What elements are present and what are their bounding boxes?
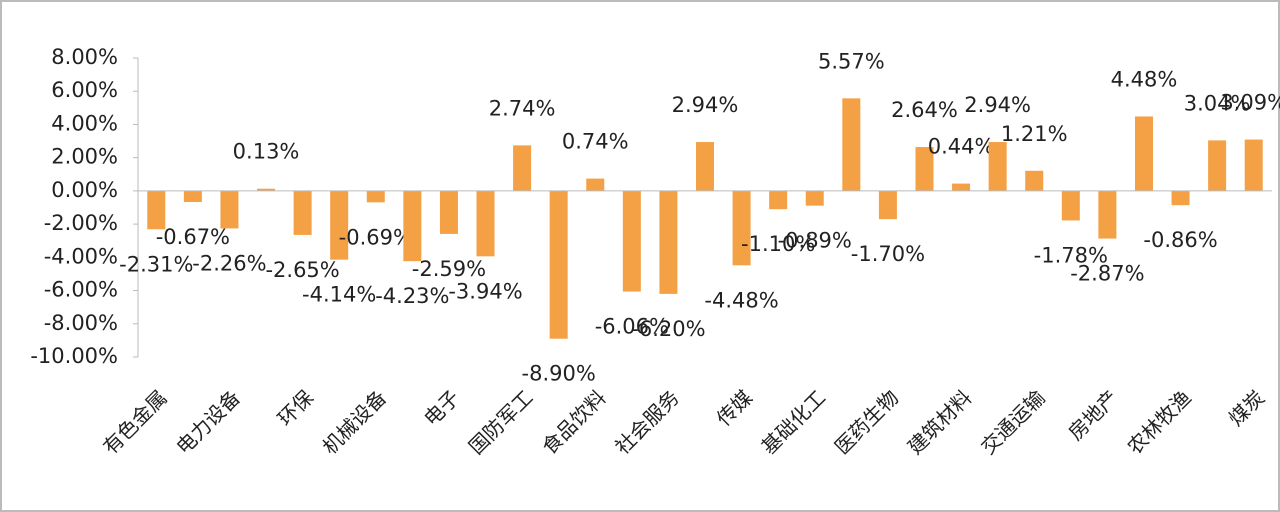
data-label: 1.21% [1001, 122, 1068, 146]
y-tick-label: 8.00% [51, 45, 118, 69]
y-tick-label: -2.00% [44, 211, 118, 235]
bar [1134, 116, 1153, 191]
bar [147, 190, 166, 230]
data-label: 0.13% [233, 140, 300, 164]
bar [183, 190, 202, 203]
y-tick-label: 6.00% [51, 78, 118, 102]
y-tick-label: -10.00% [30, 344, 118, 368]
data-label: 4.48% [1111, 67, 1178, 91]
bar [732, 190, 751, 266]
data-label: -4.23% [375, 284, 449, 308]
bar [366, 190, 385, 203]
bar [439, 190, 458, 234]
bar [293, 190, 312, 235]
y-tick-label: 0.00% [51, 178, 118, 202]
bar [659, 190, 678, 294]
data-label: -4.48% [704, 288, 778, 312]
bar [769, 190, 788, 210]
data-label: 0.74% [562, 130, 629, 154]
bar [1244, 139, 1263, 191]
data-label: -4.14% [302, 283, 376, 307]
data-label: 2.74% [489, 96, 556, 120]
data-label: 2.94% [964, 93, 1031, 117]
bar [586, 178, 605, 191]
bar [549, 190, 568, 339]
data-label: -8.90% [522, 362, 596, 386]
bar [476, 190, 495, 257]
data-label: -2.59% [412, 257, 486, 281]
bar [513, 145, 532, 191]
bar [842, 98, 861, 191]
data-label: 3.04% [1184, 91, 1251, 115]
data-label: 2.94% [672, 93, 739, 117]
data-label: -1.70% [851, 242, 925, 266]
data-label: -1.78% [1034, 243, 1108, 267]
data-label: 0.44% [928, 135, 995, 159]
y-tick-label: 2.00% [51, 145, 118, 169]
data-label: -1.10% [741, 232, 815, 256]
bar [622, 190, 641, 292]
data-label: -2.65% [265, 258, 339, 282]
bar [1025, 170, 1044, 191]
data-label: 5.57% [818, 49, 885, 73]
bar [952, 183, 971, 191]
y-tick-label: -8.00% [44, 311, 118, 335]
data-label: -0.86% [1143, 228, 1217, 252]
data-label: -2.31% [119, 252, 193, 276]
y-tick-label: -4.00% [44, 244, 118, 268]
bar [1208, 140, 1227, 191]
data-label: -6.06% [595, 315, 669, 339]
bar [1098, 190, 1117, 239]
bar [805, 190, 824, 206]
y-tick-label: -6.00% [44, 278, 118, 302]
bar [1171, 190, 1190, 206]
data-label: -0.67% [156, 225, 230, 249]
data-label: 2.64% [891, 98, 958, 122]
data-label: -3.94% [448, 279, 522, 303]
bar [988, 142, 1007, 191]
data-label: -6.20% [631, 317, 705, 341]
bar [696, 142, 714, 191]
bar [330, 190, 349, 260]
bar [220, 190, 239, 229]
data-label: -0.69% [339, 225, 413, 249]
y-tick-label: 4.00% [51, 111, 118, 135]
data-label: -0.89% [778, 229, 852, 253]
data-label: -2.26% [192, 251, 266, 275]
bar [257, 188, 276, 191]
bar [878, 190, 897, 220]
bar [1061, 190, 1080, 221]
bar [403, 190, 422, 262]
data-label: -2.87% [1070, 262, 1144, 286]
data-label: 3.09% [1220, 91, 1280, 115]
bar [915, 147, 934, 191]
